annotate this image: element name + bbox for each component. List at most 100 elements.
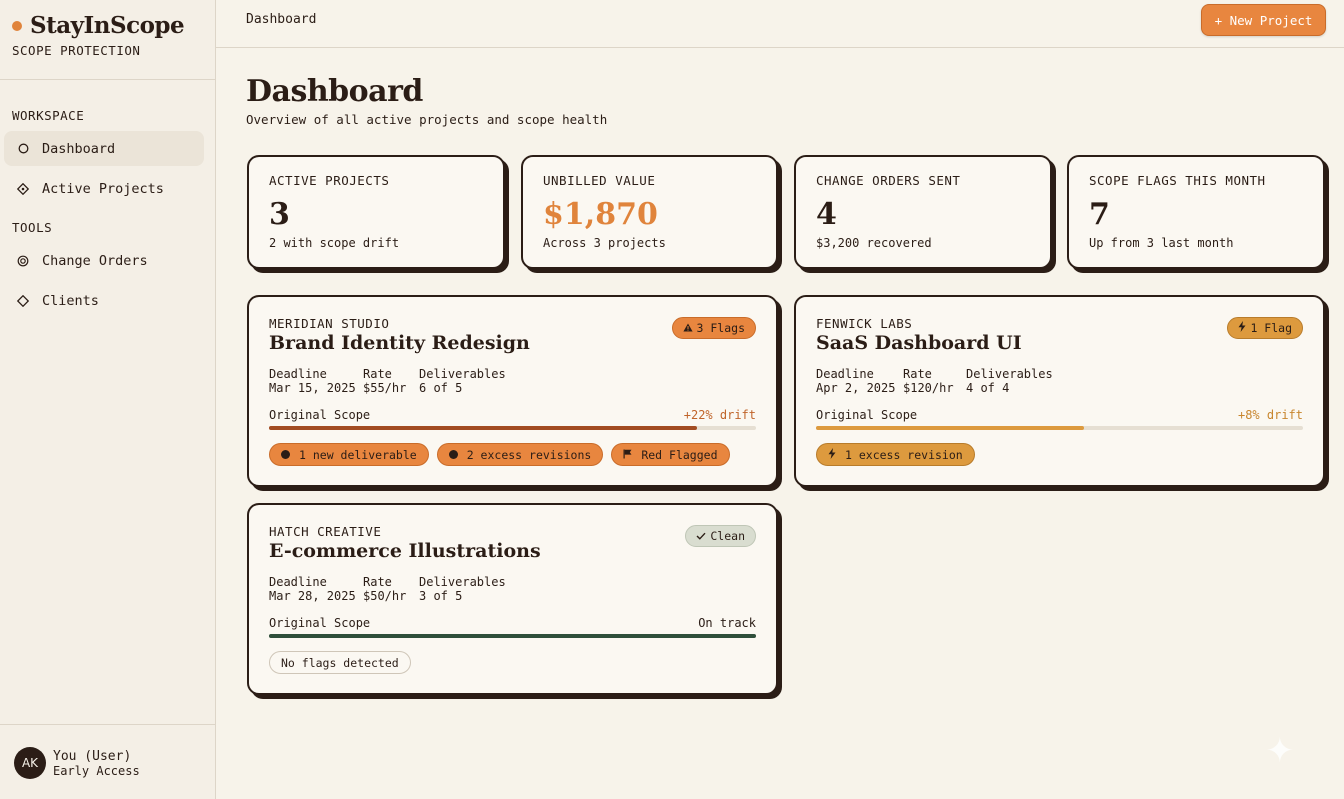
rate-label: Rate bbox=[363, 575, 392, 589]
target-icon bbox=[16, 255, 30, 267]
stat-value: 3 bbox=[269, 197, 290, 232]
deadline-label: Deadline bbox=[269, 575, 327, 589]
deadline-label: Deadline bbox=[269, 367, 327, 381]
deliverables-field: Deliverables 3 of 5 bbox=[419, 575, 506, 603]
warning-icon bbox=[682, 321, 693, 335]
deadline-value: Apr 2, 2025 bbox=[816, 381, 896, 395]
stat-card-scope-flags[interactable]: SCOPE FLAGS THIS MONTH 7 Up from 3 last … bbox=[1067, 155, 1325, 269]
page-subtitle: Overview of all active projects and scop… bbox=[246, 112, 608, 127]
user-plan: Early Access bbox=[53, 763, 140, 778]
sidebar-section-workspace: WORKSPACE bbox=[12, 108, 85, 123]
sidebar-divider bbox=[0, 724, 215, 725]
rate-field: Rate $55/hr bbox=[363, 367, 406, 395]
stat-label: SCOPE FLAGS THIS MONTH bbox=[1089, 173, 1266, 188]
deliverables-label: Deliverables bbox=[966, 367, 1053, 381]
deliverables-value: 6 of 5 bbox=[419, 381, 463, 395]
brand[interactable]: StayInScope SCOPE PROTECTION bbox=[12, 12, 185, 58]
flag-chips: No flags detected bbox=[269, 651, 411, 674]
dot-icon bbox=[448, 450, 458, 459]
rate-field: Rate $50/hr bbox=[363, 575, 406, 603]
breadcrumb: Dashboard bbox=[246, 12, 317, 27]
project-title: E-commerce Illustrations bbox=[269, 540, 541, 562]
flag-chip[interactable]: 2 excess revisions bbox=[436, 443, 604, 466]
sidebar-section-tools: TOOLS bbox=[12, 220, 53, 235]
flag-chip[interactable]: 1 excess revision bbox=[816, 443, 975, 466]
rate-label: Rate bbox=[903, 367, 932, 381]
stat-subtext: $3,200 recovered bbox=[816, 236, 932, 250]
sidebar-item-dashboard[interactable]: Dashboard bbox=[4, 131, 204, 166]
flag-chips: 1 new deliverable 2 excess revisions Red… bbox=[269, 443, 730, 466]
bolt-icon bbox=[828, 447, 836, 462]
rate-label: Rate bbox=[363, 367, 392, 381]
stat-subtext: Across 3 projects bbox=[543, 236, 666, 250]
sidebar-divider bbox=[0, 79, 215, 80]
clean-badge[interactable]: Clean bbox=[685, 525, 756, 547]
status-chip: No flags detected bbox=[269, 651, 411, 674]
sidebar-item-label: Change Orders bbox=[42, 252, 148, 269]
deliverables-value: 3 of 5 bbox=[419, 589, 463, 603]
deadline-value: Mar 28, 2025 bbox=[269, 589, 356, 603]
project-card-brand-identity[interactable]: MERIDIAN STUDIO Brand Identity Redesign … bbox=[247, 295, 778, 487]
project-card-saas-dashboard[interactable]: FENWICK LABS SaaS Dashboard UI 1 Flag De… bbox=[794, 295, 1325, 487]
dot-icon bbox=[281, 450, 290, 459]
scope-progress-fill bbox=[269, 634, 756, 638]
deliverables-field: Deliverables 6 of 5 bbox=[419, 367, 506, 395]
sidebar-item-label: Active Projects bbox=[42, 180, 164, 197]
diamond-dot-icon bbox=[16, 182, 30, 195]
drift-value: On track bbox=[698, 616, 756, 630]
deliverables-field: Deliverables 4 of 4 bbox=[966, 367, 1053, 395]
page-title: Dashboard bbox=[246, 74, 423, 109]
stat-card-unbilled-value[interactable]: UNBILLED VALUE $1,870 Across 3 projects bbox=[521, 155, 778, 269]
deliverables-value: 4 of 4 bbox=[966, 381, 1010, 395]
user-name: You (User) bbox=[53, 748, 132, 764]
drift-value: +22% drift bbox=[683, 408, 756, 422]
brand-name: StayInScope bbox=[30, 12, 185, 39]
scope-progress-track bbox=[269, 634, 756, 638]
brand-dot-icon bbox=[12, 20, 22, 31]
flag-chip[interactable]: Red Flagged bbox=[611, 443, 730, 466]
sparkle-icon: ✦ bbox=[1266, 719, 1294, 773]
rate-value: $55/hr bbox=[363, 381, 407, 395]
badge-label: 1 Flag bbox=[1250, 321, 1292, 335]
scope-progress-track bbox=[816, 426, 1303, 430]
deliverables-label: Deliverables bbox=[419, 367, 506, 381]
deadline-value: Mar 15, 2025 bbox=[269, 381, 356, 395]
sidebar: StayInScope SCOPE PROTECTION WORKSPACE D… bbox=[0, 0, 216, 799]
avatar: AK bbox=[14, 747, 46, 779]
deadline-field: Deadline Apr 2, 2025 bbox=[816, 367, 895, 395]
rate-field: Rate $120/hr bbox=[903, 367, 954, 395]
circle-icon bbox=[16, 143, 30, 154]
topbar: Dashboard + New Project bbox=[216, 0, 1344, 48]
new-project-button[interactable]: + New Project bbox=[1201, 4, 1326, 36]
stat-label: CHANGE ORDERS SENT bbox=[816, 173, 961, 188]
badge-label: Clean bbox=[710, 529, 745, 543]
flags-badge[interactable]: 1 Flag bbox=[1227, 317, 1303, 339]
sidebar-item-active-projects[interactable]: Active Projects bbox=[4, 171, 204, 206]
chip-label: No flags detected bbox=[281, 655, 399, 670]
drift-value: +8% drift bbox=[1237, 408, 1303, 422]
chip-label: 1 new deliverable bbox=[299, 447, 417, 462]
flag-chips: 1 excess revision bbox=[816, 443, 975, 466]
chip-label: 1 excess revision bbox=[845, 447, 963, 462]
badge-label: 3 Flags bbox=[696, 321, 745, 335]
stat-value: 7 bbox=[1089, 197, 1110, 232]
scope-label: Original Scope bbox=[269, 616, 371, 630]
stat-subtext: 2 with scope drift bbox=[269, 236, 400, 250]
flags-badge[interactable]: 3 Flags bbox=[671, 317, 756, 339]
stat-label: UNBILLED VALUE bbox=[543, 173, 656, 188]
chip-label: 2 excess revisions bbox=[466, 447, 592, 462]
sidebar-item-label: Clients bbox=[42, 292, 99, 309]
stat-value: 4 bbox=[816, 197, 837, 232]
check-icon bbox=[696, 529, 706, 543]
user-profile[interactable]: AK You (User) Early Access bbox=[14, 747, 140, 779]
project-card-ecommerce-illustrations[interactable]: HATCH CREATIVE E-commerce Illustrations … bbox=[247, 503, 778, 695]
sidebar-item-change-orders[interactable]: Change Orders bbox=[4, 243, 204, 278]
project-client: MERIDIAN STUDIO bbox=[269, 316, 390, 331]
sidebar-item-clients[interactable]: Clients bbox=[4, 283, 204, 318]
flag-chip[interactable]: 1 new deliverable bbox=[269, 443, 429, 466]
deadline-field: Deadline Mar 28, 2025 bbox=[269, 575, 356, 603]
stat-card-active-projects[interactable]: ACTIVE PROJECTS 3 2 with scope drift bbox=[247, 155, 505, 269]
stat-card-change-orders[interactable]: CHANGE ORDERS SENT 4 $3,200 recovered bbox=[794, 155, 1052, 269]
scope-label: Original Scope bbox=[269, 408, 371, 422]
deadline-label: Deadline bbox=[816, 367, 874, 381]
